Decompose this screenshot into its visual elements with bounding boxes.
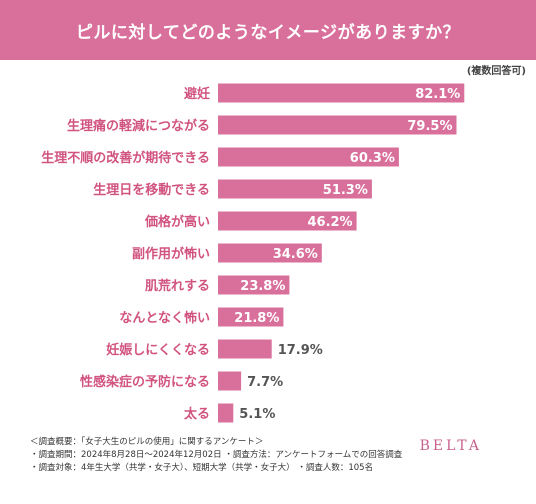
survey-footer: ＜調査概要：「女子大生のピルの使用」に関するアンケート＞ ・調査期間：2024年… (30, 436, 500, 475)
category-label: 副作用が怖い (132, 246, 210, 262)
category-label: 太る (183, 406, 210, 422)
bar (218, 371, 242, 391)
bar (218, 179, 372, 199)
bar (218, 403, 234, 423)
category-label: 生理痛の軽減につながる (67, 118, 210, 134)
multiple-answers-note: (複数回答可) (466, 66, 526, 77)
category-label: 性感染症の予防になる (80, 374, 210, 390)
brand-logo: BELTA (419, 438, 482, 454)
bar (218, 115, 457, 135)
survey-title: ＜調査概要：「女子大生のピルの使用」に関するアンケート＞ (30, 437, 264, 447)
survey-period: ・調査期間：2024年8月28日〜2024年12月02日 ・調査方法：アンケート… (30, 450, 403, 460)
value-label: 82.1% (415, 87, 460, 102)
bar (218, 243, 322, 263)
bar (218, 83, 465, 103)
value-label: 5.1% (239, 407, 275, 422)
bar (218, 147, 399, 167)
category-label: 生理日を移動できる (93, 182, 210, 198)
value-label: 23.8% (240, 279, 285, 294)
bar (218, 275, 290, 295)
bar (218, 211, 357, 231)
bar (218, 307, 284, 327)
bar-chart: 避妊 82.1% 生理痛の軽減につながる 79.5% 生理不順の改善が期待できる 60.3… (41, 83, 465, 423)
category-label: 避妊 (184, 86, 210, 102)
value-label: 34.6% (273, 247, 318, 262)
value-label: 17.9% (278, 343, 323, 358)
title-banner: ピルに対してどのようなイメージがありますか？ (0, 0, 536, 60)
category-label: 妊娠しにくくなる (106, 342, 210, 358)
value-label: 60.3% (350, 151, 395, 166)
value-label: 51.3% (323, 183, 368, 198)
value-label: 79.5% (407, 119, 452, 134)
survey-target: ・調査対象：4年生大学（共学・女子大）、短期大学（共学・女子大） ・調査人数：1… (30, 463, 374, 473)
value-label: 7.7% (247, 375, 283, 390)
value-label: 46.2% (307, 215, 352, 230)
category-label: 生理不順の改善が期待できる (41, 150, 210, 166)
category-label: 肌荒れする (145, 278, 210, 294)
value-label: 21.8% (234, 311, 279, 326)
category-label: 価格が高い (144, 214, 210, 230)
page-title: ピルに対してどのようなイメージがありますか？ (75, 22, 461, 43)
category-label: なんとなく怖い (119, 310, 210, 326)
bar (218, 339, 272, 359)
